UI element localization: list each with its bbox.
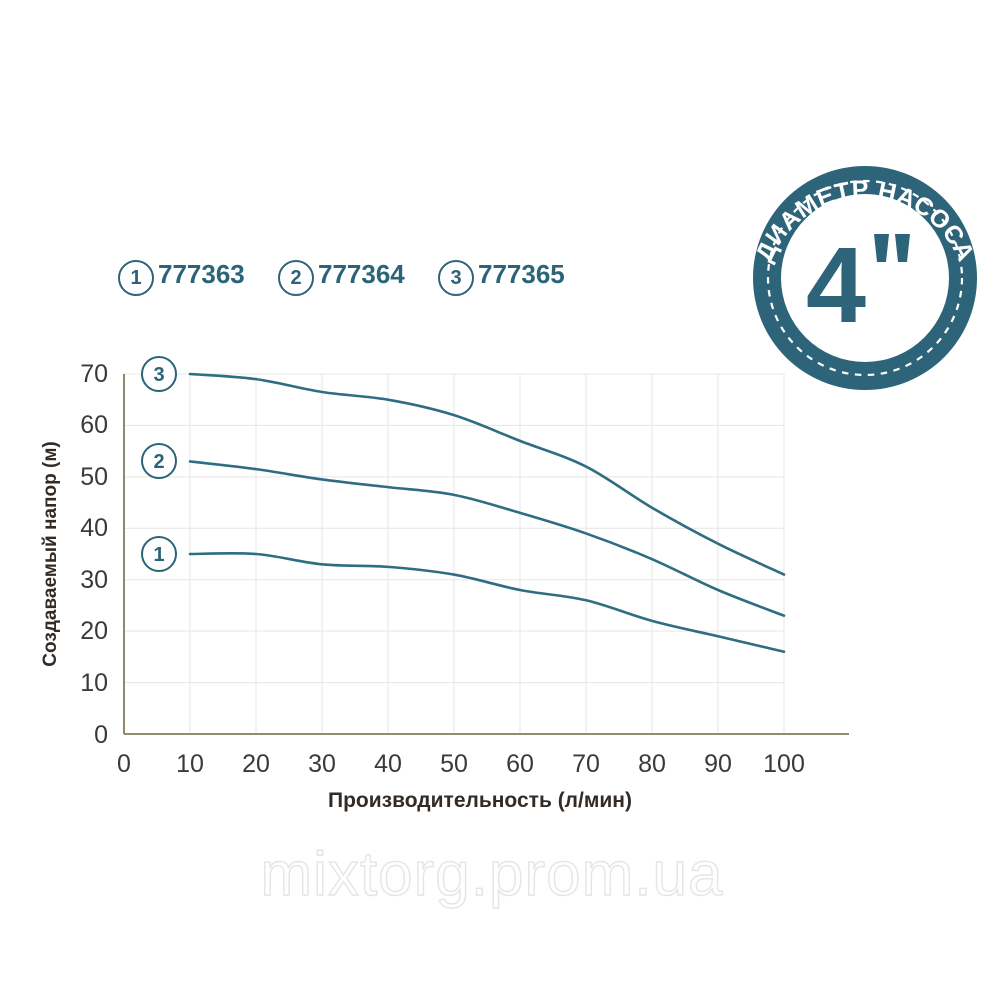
svg-text:40: 40 [80, 514, 108, 542]
svg-text:4: 4 [806, 224, 866, 345]
svg-text:80: 80 [638, 750, 666, 778]
svg-text:40: 40 [374, 750, 402, 778]
svg-text:20: 20 [242, 750, 270, 778]
svg-text:60: 60 [506, 750, 534, 778]
svg-text:Производительность (л/мин): Производительность (л/мин) [328, 789, 632, 812]
svg-text:10: 10 [80, 669, 108, 697]
svg-text:3: 3 [153, 364, 164, 386]
svg-text:60: 60 [80, 411, 108, 439]
svg-text:70: 70 [572, 750, 600, 778]
svg-text:10: 10 [176, 750, 204, 778]
svg-text:1: 1 [153, 544, 164, 566]
svg-text:50: 50 [80, 463, 108, 491]
svg-text:30: 30 [308, 750, 336, 778]
svg-text:30: 30 [80, 566, 108, 594]
svg-text:2: 2 [153, 451, 164, 473]
svg-text:Создаваемый напор (м): Создаваемый напор (м) [40, 441, 61, 666]
svg-text:mixtorg.prom.ua: mixtorg.prom.ua [261, 840, 724, 909]
svg-text:70: 70 [80, 360, 108, 388]
svg-text:0: 0 [94, 721, 108, 749]
svg-text:20: 20 [80, 617, 108, 645]
svg-text:90: 90 [704, 750, 732, 778]
svg-text:50: 50 [440, 750, 468, 778]
svg-text:100: 100 [763, 750, 805, 778]
svg-text:0: 0 [117, 750, 131, 778]
